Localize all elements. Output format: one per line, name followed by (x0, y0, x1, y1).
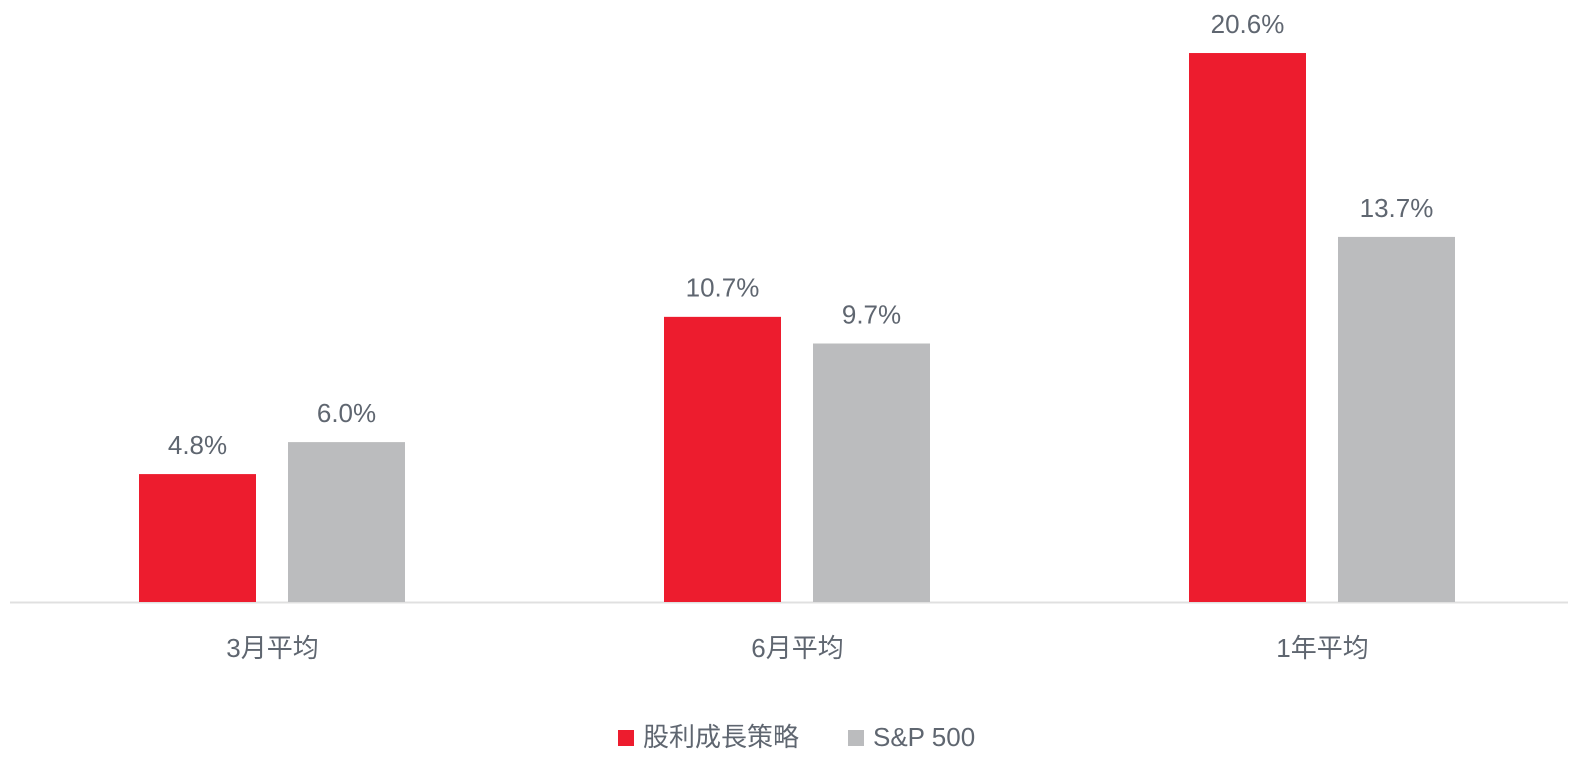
legend-label: 股利成長策略 (643, 722, 799, 752)
data-label: 10.7% (686, 273, 760, 303)
data-label: 13.7% (1360, 193, 1434, 223)
bar (1338, 236, 1455, 602)
x-tick-label: 6月平均 (751, 633, 843, 663)
legend-label: S&P 500 (873, 722, 975, 752)
data-label: 20.6% (1211, 9, 1285, 39)
bar (664, 316, 781, 602)
x-tick-label: 1年平均 (1276, 633, 1368, 663)
x-tick-label: 3月平均 (226, 633, 318, 663)
data-label: 4.8% (168, 430, 227, 460)
legend-swatch (848, 730, 864, 746)
legend-swatch (618, 730, 634, 746)
bar (813, 343, 930, 602)
data-label: 6.0% (317, 398, 376, 428)
bar (288, 442, 405, 602)
bar (139, 474, 256, 602)
bar (1189, 53, 1306, 602)
data-label: 9.7% (842, 299, 901, 329)
